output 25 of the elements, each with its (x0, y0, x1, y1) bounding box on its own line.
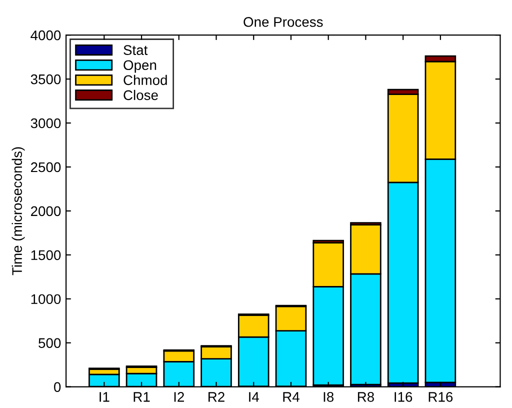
y-tick-label: 500 (38, 338, 61, 348)
y-tick-label: 1000 (31, 294, 61, 304)
x-tick-label: I16 (394, 392, 412, 402)
x-tick-label: R8 (358, 392, 374, 402)
x-tick-label: R1 (134, 392, 150, 402)
x-tick-label: R2 (208, 392, 224, 402)
y-tick-label: 4000 (30, 30, 61, 40)
y-tick-label: 2000 (30, 206, 61, 216)
x-tick-label: I1 (100, 392, 110, 402)
x-tick-label: I8 (324, 392, 334, 402)
x-tick-label: I2 (174, 392, 184, 402)
legend-label: Close (124, 90, 158, 100)
y-tick-label: 1500 (31, 250, 61, 260)
y-tick-label: 3500 (30, 74, 61, 84)
chart-title: One Process (244, 17, 323, 27)
y-tick-label: 0 (54, 382, 61, 392)
y-tick-label: 2500 (30, 162, 61, 172)
x-tick-label: R4 (283, 392, 300, 402)
y-tick-label: 3000 (30, 118, 61, 128)
legend-label: Open (124, 60, 156, 73)
legend-label: Stat (124, 45, 148, 56)
legend-label: Chmod (124, 74, 167, 86)
x-tick-label: R16 (428, 392, 453, 402)
x-tick-label: I4 (249, 392, 260, 402)
y-axis-title: Time (microseconds) (12, 147, 25, 276)
